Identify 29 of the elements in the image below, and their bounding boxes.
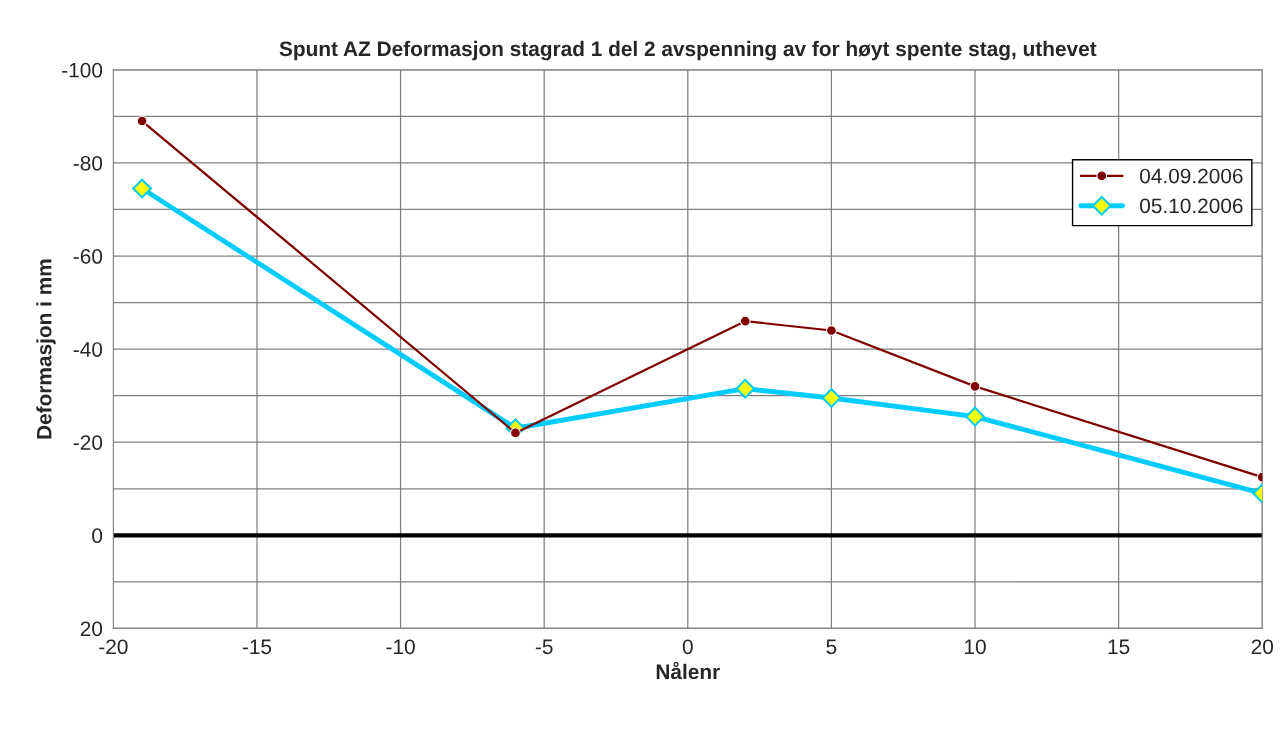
x-tick-label: -15 bbox=[242, 639, 272, 655]
point bbox=[132, 178, 152, 199]
x-axis-title: Nålenr bbox=[656, 661, 720, 680]
point bbox=[735, 378, 756, 399]
point bbox=[969, 380, 981, 392]
y-tick-label: 20 bbox=[80, 621, 103, 637]
x-tick-label: 15 bbox=[1108, 639, 1130, 655]
point bbox=[826, 325, 837, 336]
legend-label: 05.10.2006 bbox=[1140, 198, 1243, 214]
x-tick-label: 20 bbox=[1251, 639, 1274, 655]
point bbox=[739, 315, 751, 327]
y-tick-label: -100 bbox=[62, 62, 103, 78]
y-axis-title: Deformasjon i mm bbox=[36, 259, 56, 439]
y-tick-label: -80 bbox=[73, 155, 103, 171]
x-tick-label: -5 bbox=[535, 639, 553, 655]
point bbox=[136, 115, 148, 127]
y-tick-label: 0 bbox=[92, 528, 103, 544]
chart-title: Spunt AZ Deformasjon stagrad 1 del 2 avspenning av for høyt spente stag, uthevet bbox=[279, 40, 1097, 61]
x-tick-label: -10 bbox=[386, 639, 415, 655]
y-tick-label: -20 bbox=[73, 435, 103, 450]
x-tick-label: 5 bbox=[826, 639, 837, 655]
x-tick-label: 10 bbox=[965, 639, 986, 655]
y-tick-label: -60 bbox=[73, 249, 103, 264]
point bbox=[965, 406, 985, 427]
point bbox=[821, 388, 842, 408]
x-tick-label: 0 bbox=[682, 639, 693, 655]
legend-label: 04.09.2006 bbox=[1140, 168, 1243, 184]
y-tick-label: -40 bbox=[73, 342, 103, 357]
x-tick-label: -20 bbox=[99, 639, 128, 655]
